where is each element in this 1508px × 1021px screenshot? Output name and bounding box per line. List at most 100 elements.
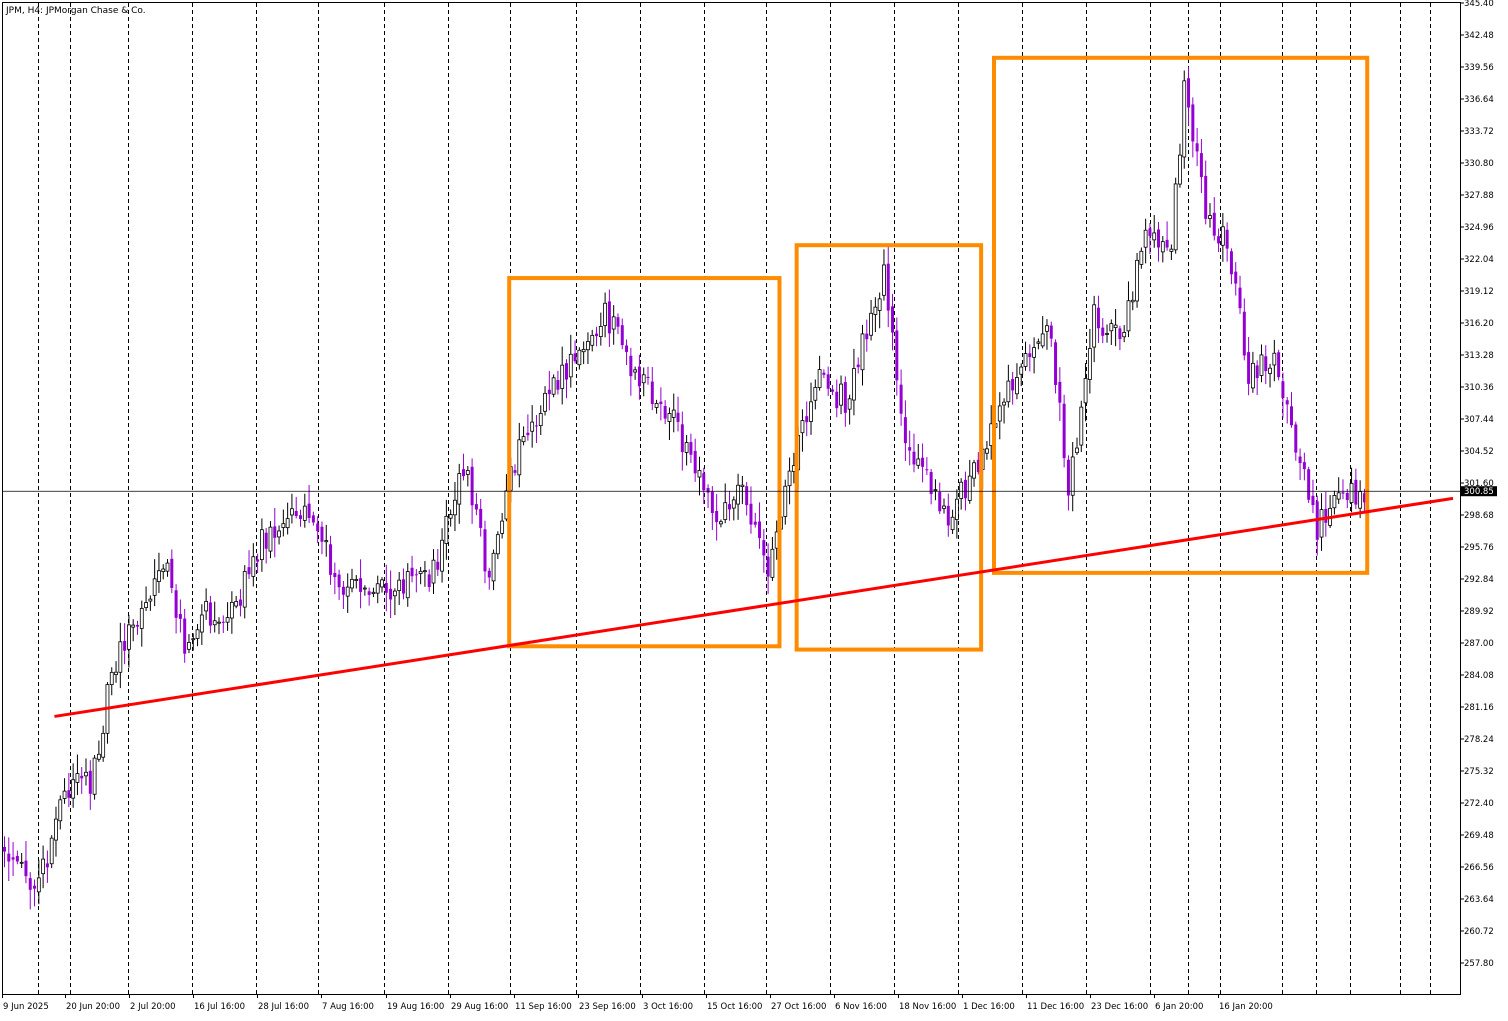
candle-body	[84, 771, 88, 777]
time-axis[interactable]: 9 Jun 2025 20 Jun 20:00 2 Jul 20:00 16 Jul …	[2, 994, 1273, 1012]
candle	[397, 571, 402, 606]
candle-body	[762, 540, 766, 556]
candle-body	[895, 330, 899, 381]
candle-body	[1250, 362, 1255, 389]
candle-body	[333, 572, 337, 578]
candle-body	[453, 499, 457, 516]
candle-body	[1191, 104, 1195, 142]
candle-body	[1083, 378, 1088, 404]
candle-body	[1118, 328, 1122, 340]
candle-body	[1354, 479, 1358, 505]
candle	[436, 548, 440, 576]
candle	[611, 305, 616, 345]
candle-body	[573, 353, 577, 362]
candle-body	[740, 484, 745, 488]
candle	[650, 367, 654, 411]
candle	[577, 347, 582, 370]
candle	[483, 520, 487, 584]
y-tick-label: 310.36	[1464, 383, 1494, 393]
candle-body	[633, 369, 638, 373]
candle	[148, 595, 153, 611]
candle-body	[479, 508, 483, 528]
candle-body	[375, 583, 380, 594]
price-axis[interactable]: 345.40 342.48 339.56 336.64 333.72 330.80 327.…	[1460, 0, 1497, 969]
candle	[96, 740, 101, 762]
candle	[976, 452, 980, 475]
candle	[479, 498, 483, 537]
candle-body	[513, 470, 517, 473]
candlestick-series	[3, 66, 1366, 910]
candle-body	[1036, 341, 1041, 344]
candle	[204, 588, 209, 620]
rectangle-zone[interactable]	[507, 276, 782, 649]
rectangle-zone[interactable]	[794, 243, 984, 652]
candle-body	[667, 413, 672, 422]
candle	[526, 414, 530, 441]
candle-body	[418, 570, 423, 574]
current-price-tag	[1461, 486, 1497, 497]
candle	[1255, 360, 1259, 396]
candle-body	[58, 799, 63, 822]
candle-body	[225, 617, 230, 623]
candle	[92, 755, 97, 800]
candle	[1324, 491, 1328, 537]
candle-body	[1143, 229, 1148, 248]
candle-body	[118, 641, 123, 673]
drawing-objects[interactable]	[3, 55, 1460, 718]
candle	[1109, 319, 1114, 345]
candle-body	[208, 602, 212, 626]
candle	[697, 456, 702, 496]
candle-body	[302, 505, 307, 521]
candle	[1191, 97, 1195, 158]
candle	[316, 516, 320, 544]
x-tick-label: 18 Nov 16:00	[899, 1002, 956, 1012]
candle	[706, 484, 710, 509]
rectangle-zone[interactable]	[991, 55, 1370, 575]
candle-body	[392, 590, 397, 597]
candle-body	[1345, 492, 1349, 501]
candle	[835, 379, 839, 418]
candle-body	[470, 466, 474, 506]
candle-body	[1075, 447, 1079, 454]
candle-body	[646, 376, 650, 379]
candle	[45, 850, 49, 883]
candle	[350, 568, 354, 593]
candle-body	[1324, 508, 1328, 523]
candle-body	[1006, 380, 1011, 403]
candle-body	[719, 521, 723, 525]
candle-body	[273, 526, 277, 538]
candle-body	[830, 389, 834, 392]
candle	[234, 595, 239, 609]
candle-body	[135, 624, 139, 627]
candle	[538, 405, 543, 436]
trendline[interactable]	[54, 496, 1454, 718]
current-price-label: 300.85	[1464, 487, 1494, 497]
candle	[603, 292, 607, 338]
candle	[873, 297, 878, 333]
candle-body	[389, 588, 393, 600]
candle-body	[1217, 236, 1221, 244]
candle	[517, 422, 522, 488]
candle-body	[148, 598, 153, 602]
candle-body	[1070, 456, 1075, 496]
candle	[671, 393, 676, 433]
x-tick-label: 28 Jul 16:00	[258, 1002, 309, 1012]
y-tick-label: 275.32	[1464, 767, 1494, 777]
candle	[199, 604, 204, 645]
candle	[178, 599, 182, 633]
x-tick-label: 7 Aug 16:00	[322, 1002, 374, 1012]
candle	[1298, 448, 1302, 480]
candle	[1173, 177, 1178, 254]
candle	[75, 754, 80, 796]
y-tick-label: 324.96	[1464, 223, 1494, 233]
y-tick-label: 339.56	[1464, 63, 1494, 73]
candle	[208, 595, 212, 634]
candle-body	[758, 521, 762, 539]
candle	[929, 469, 933, 505]
candle-body	[54, 818, 58, 841]
candle-body	[157, 570, 161, 582]
y-tick-label: 263.64	[1464, 895, 1494, 905]
candle	[762, 529, 766, 573]
